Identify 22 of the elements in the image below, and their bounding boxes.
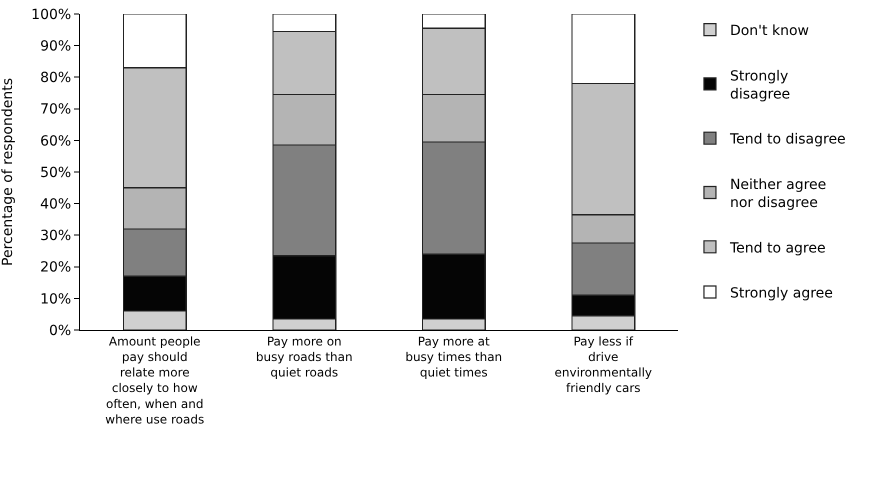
y-tick-label: 20% — [40, 260, 72, 276]
legend-label: Tend to disagree — [728, 132, 846, 148]
y-tick-label: 70% — [40, 102, 72, 118]
legend-label: Strongly disagree — [730, 68, 790, 102]
y-tick-label: 80% — [40, 70, 72, 86]
legend-label: Tend to agree — [728, 240, 826, 256]
legend-label: Neither agree nor disagree — [730, 176, 826, 212]
legend-label: Don't know — [730, 23, 809, 40]
x-tick-label: Pay more on busy roads than quiet roads — [256, 334, 353, 380]
y-tick-label: 10% — [40, 291, 72, 308]
y-tick-label: 50% — [40, 164, 72, 181]
x-tick-label: Pay more at busy times than quiet times — [405, 334, 502, 380]
y-tick-label: 30% — [40, 228, 72, 244]
y-tick-label: 90% — [40, 38, 72, 54]
x-tick-label: Pay less if drive environmentally friendly cars — [554, 334, 652, 396]
y-tick-label: 100% — [31, 6, 72, 23]
y-axis-title: Percentage of respondents — [0, 78, 16, 266]
y-tick-label: 60% — [40, 133, 72, 150]
y-tick-label: 0% — [48, 322, 72, 339]
y-tick-label: 40% — [40, 196, 72, 212]
x-tick-label: Amount people pay should relate more closely to how often, when and where use roads — [105, 334, 204, 426]
legend-label: Strongly agree — [730, 285, 833, 302]
